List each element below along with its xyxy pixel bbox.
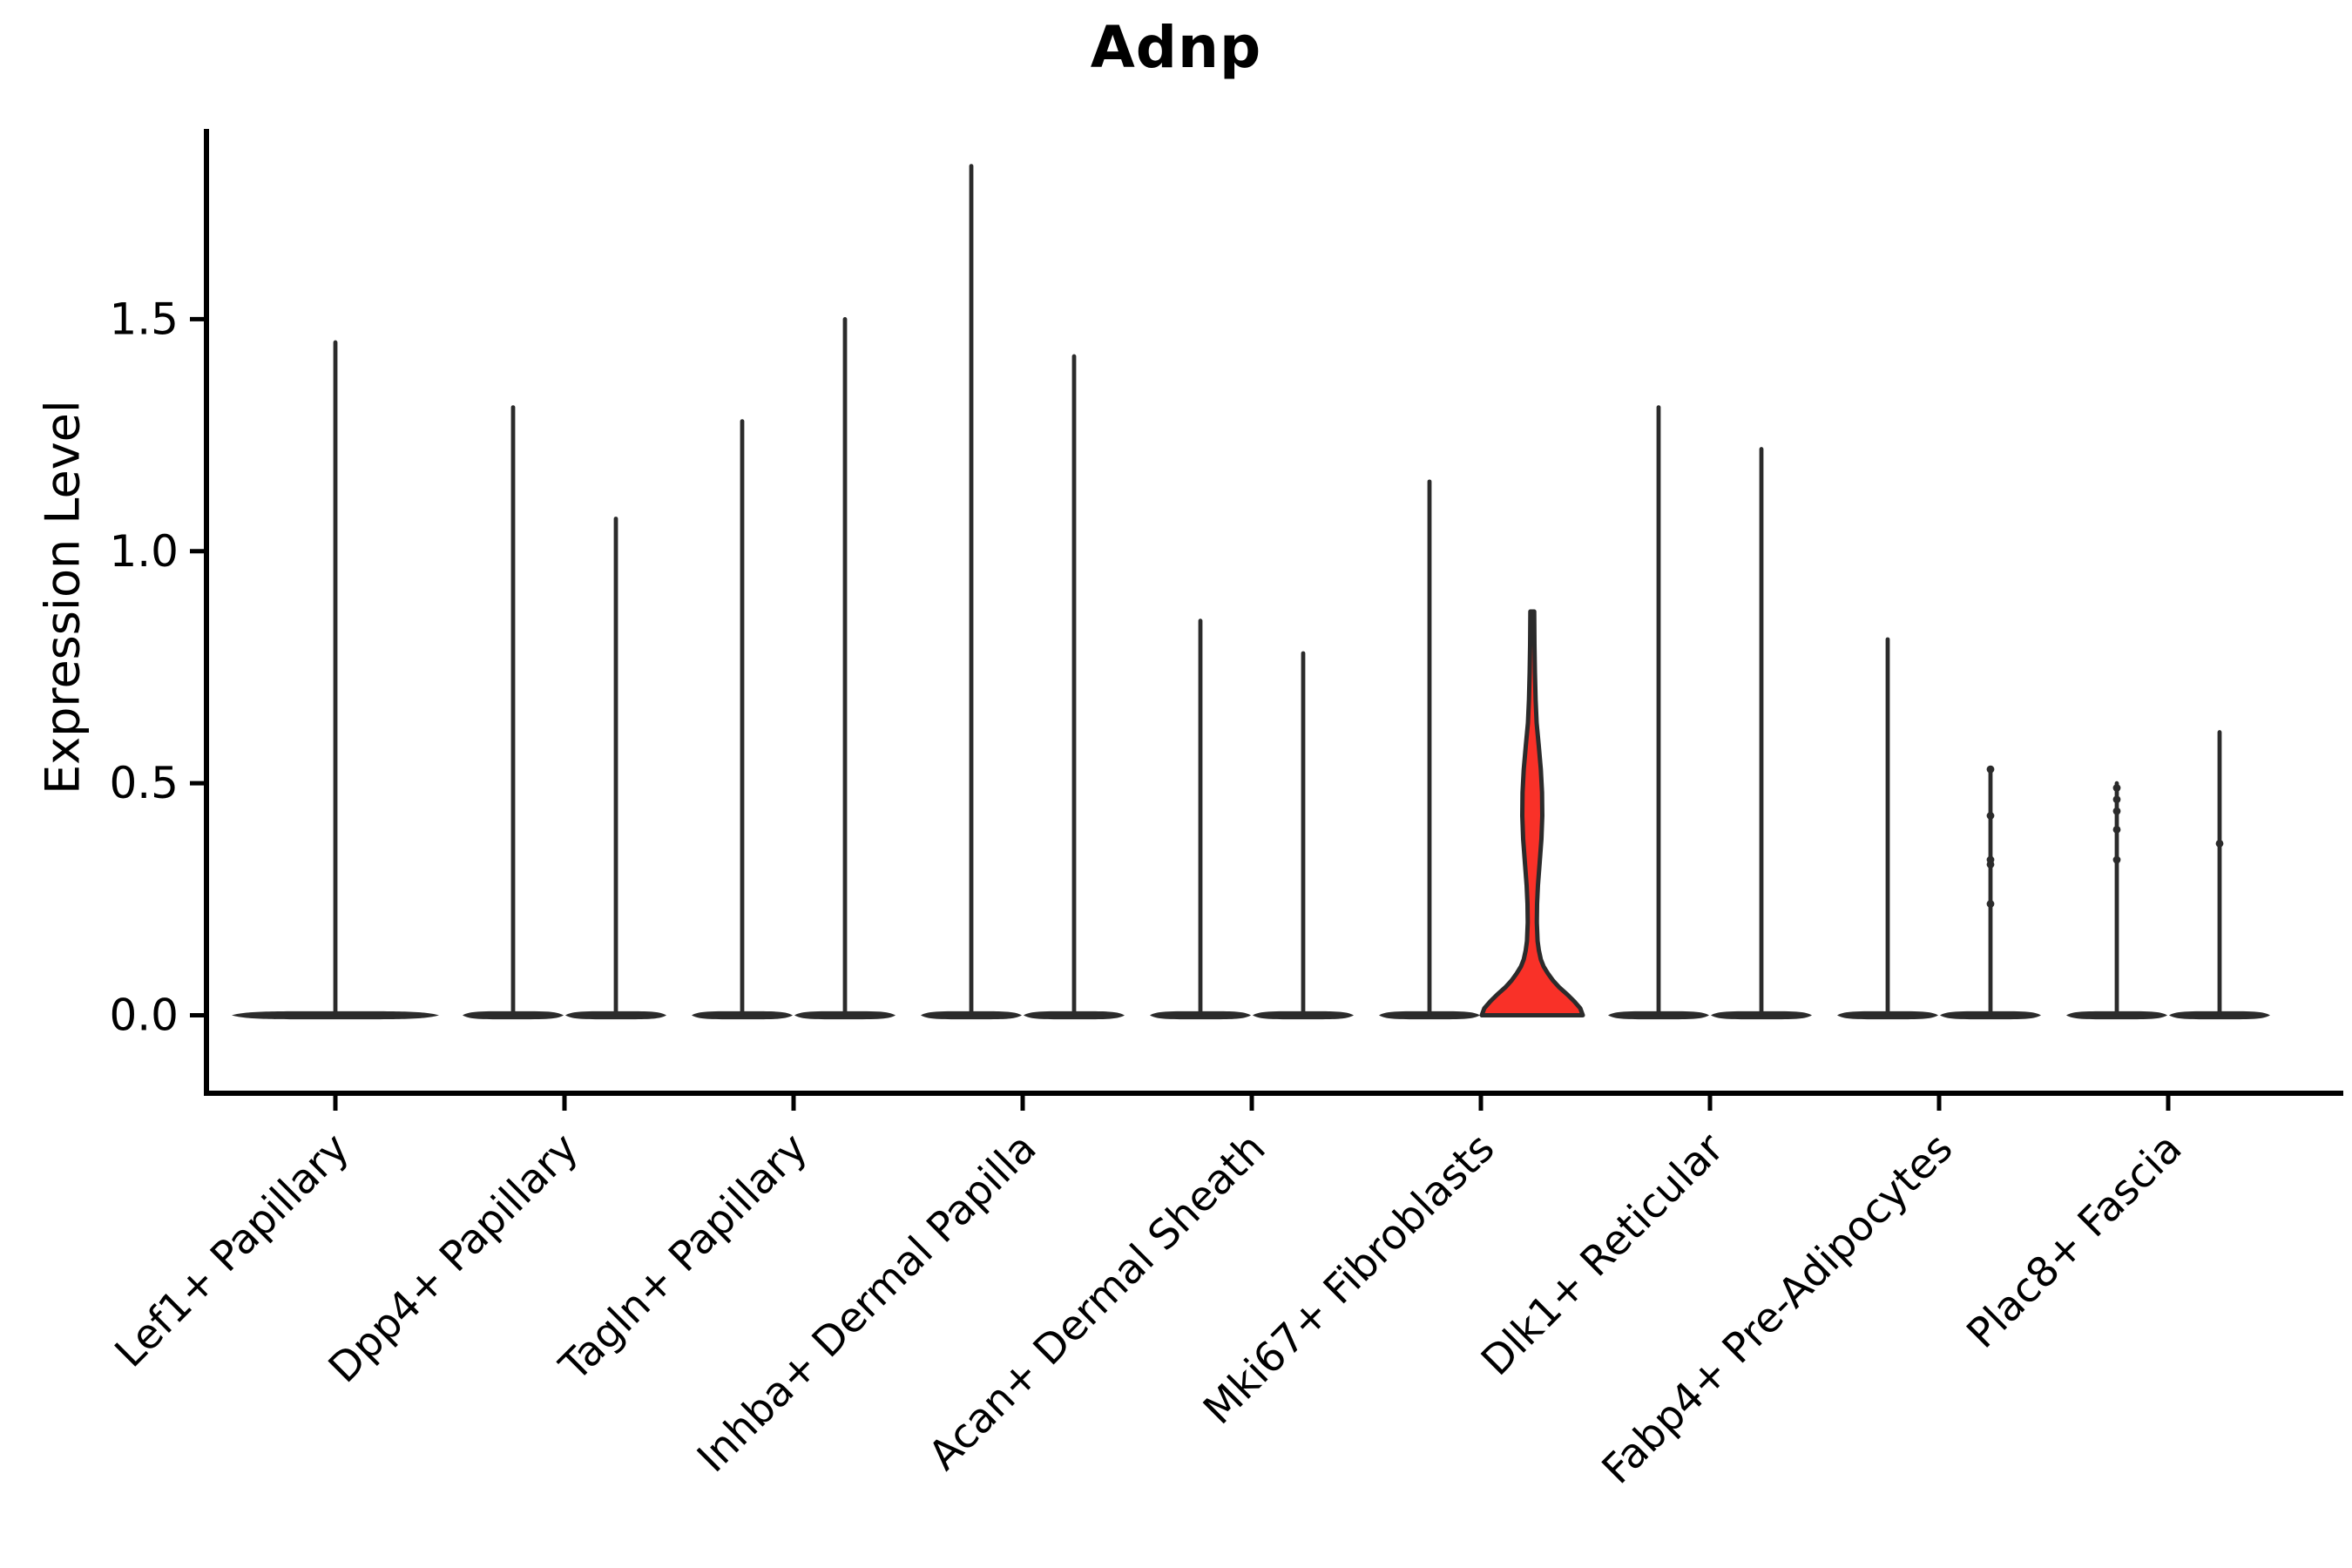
expression-point-dot [1986,900,1995,909]
expression-point-dot [2112,826,2121,834]
expression-point-dot [1986,812,1995,820]
expression-point-dot [2112,855,2121,864]
page-title: Adnp [1090,14,1262,81]
violin-group [232,340,439,1020]
expression-point-dot [2112,795,2121,804]
violin-group [1150,618,1354,1020]
highlighted-violin [1479,609,1585,1017]
expression-point-dot [2112,807,2121,815]
violin-group [2066,730,2270,1020]
y-tick-label: 1.0 [109,526,179,577]
violin-group [1608,405,1812,1020]
x-tick-label: Tagln+ Papillary [551,1125,817,1391]
violin-group [692,317,896,1020]
x-tick-label: Dpp4+ Papillary [320,1125,588,1393]
violin-group [463,405,666,1020]
x-tick-label: Dlk1+ Reticular [1472,1124,1734,1385]
y-tick-label: 0.5 [109,758,179,808]
violin-group [1379,479,1585,1020]
y-tick-label: 0.0 [109,990,179,1041]
violin-group [921,164,1125,1020]
x-tick-label: Plac8+ Fascia [1958,1125,2192,1358]
y-tick-label: 1.5 [109,294,179,344]
violin-group [1837,637,2041,1020]
x-tick-label: Lef1+ Papillary [106,1125,359,1377]
expression-point-dot [1986,765,1995,774]
expression-point-dot [1986,860,1995,868]
axes-layer: 0.0 0.5 1.0 1.5 [109,129,2343,1111]
expression-point-dot [2112,784,2121,792]
expression-point-dot [2215,839,2224,848]
violins-layer [232,164,2270,1020]
